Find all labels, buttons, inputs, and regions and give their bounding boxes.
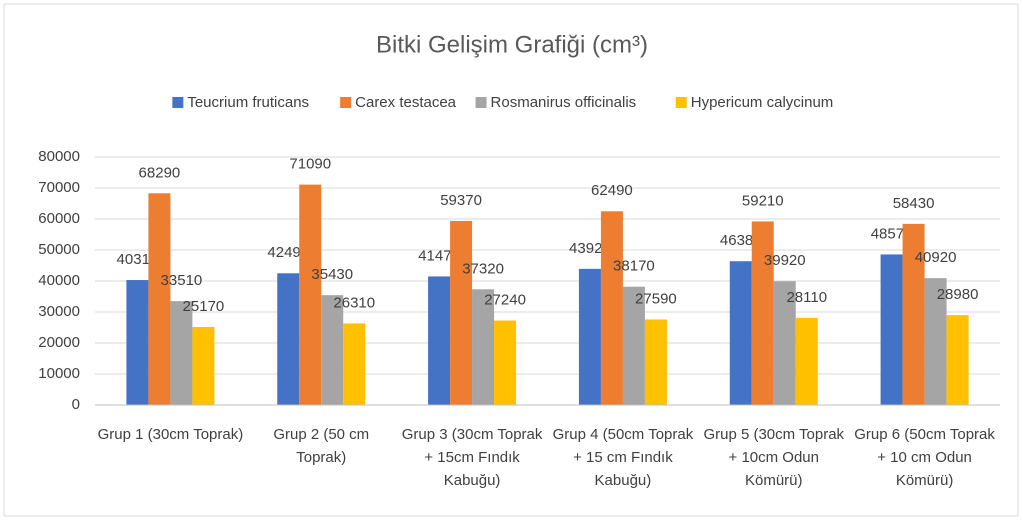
x-tick-label: Grup 5 (30cm Toprak + 10cm Odun Kömürü) (703, 426, 845, 489)
data-label: 41470 (418, 247, 460, 264)
x-tick-label: Grup 1 (30cm Toprak) (97, 426, 244, 443)
data-label: 40310 (117, 251, 159, 268)
x-tick-label: Grup 6 (50cm Toprak + 10 cm Odun Kömürü) (854, 426, 995, 489)
bar (428, 276, 451, 405)
data-label: 28980 (937, 286, 979, 303)
bar (902, 223, 925, 405)
legend-label: Carex testacea (355, 94, 457, 111)
chart-title: Bitki Gelişim Grafiği (cm³) (376, 31, 648, 58)
legend-swatch (340, 97, 352, 108)
y-tick-label: 0 (72, 396, 80, 413)
chart-border (3, 3, 1019, 517)
bar (450, 220, 473, 405)
bar (729, 261, 752, 405)
legend-swatch (675, 97, 687, 108)
data-label: 43920 (569, 240, 611, 257)
bar (644, 319, 667, 405)
y-tick-label: 80000 (38, 148, 80, 165)
legend-label: Hypericum calycinum (691, 94, 834, 111)
bar (795, 317, 818, 405)
data-label: 37320 (462, 260, 504, 277)
data-label: 33510 (161, 272, 203, 289)
x-tick-label: Grup 2 (50 cm Toprak) (273, 426, 370, 466)
data-label: 35430 (311, 266, 353, 283)
x-tick-label: Grup 3 (30cm Toprak + 15cm Fındık Kabuğu… (401, 426, 543, 489)
bar (600, 211, 623, 405)
data-label: 46380 (720, 232, 762, 249)
data-label: 38170 (613, 258, 655, 275)
bar (148, 193, 171, 405)
data-label: 48570 (871, 225, 913, 242)
data-label: 59370 (440, 192, 482, 209)
legend-swatch (475, 97, 487, 108)
data-label: 71090 (289, 156, 331, 173)
data-label: 25170 (183, 298, 225, 315)
bar (321, 295, 344, 405)
legend-label: Teucrium fruticans (187, 94, 309, 111)
bar (924, 278, 947, 405)
bar (170, 301, 193, 405)
bar (946, 315, 969, 405)
y-tick-label: 60000 (38, 210, 80, 227)
bar (472, 289, 495, 405)
bar (192, 326, 215, 405)
data-label: 59210 (742, 192, 784, 209)
bar (343, 323, 366, 405)
data-label: 42490 (267, 244, 309, 261)
bar (277, 273, 300, 405)
y-tick-label: 50000 (38, 241, 80, 258)
bar (299, 184, 322, 405)
y-tick-label: 70000 (38, 179, 80, 196)
y-tick-label: 10000 (38, 365, 80, 382)
bar (880, 254, 903, 405)
bar (622, 286, 645, 405)
data-label: 27240 (484, 292, 526, 309)
data-label: 68290 (139, 164, 181, 181)
data-label: 26310 (333, 294, 375, 311)
data-label: 39920 (764, 252, 806, 269)
x-tick-label: Grup 4 (50cm Toprak + 15 cm Fındık Kabuğ… (552, 426, 694, 489)
bar (751, 221, 774, 405)
legend-swatch (172, 97, 184, 108)
bar (578, 268, 601, 405)
bar (126, 280, 149, 405)
y-tick-label: 20000 (38, 334, 80, 351)
bar (773, 281, 796, 405)
data-label: 40920 (915, 249, 957, 266)
data-label: 28110 (786, 289, 827, 306)
y-tick-label: 30000 (38, 303, 80, 320)
y-tick-label: 40000 (38, 272, 80, 289)
data-label: 27590 (635, 290, 677, 307)
data-label: 58430 (893, 195, 935, 212)
data-label: 62490 (591, 182, 633, 199)
legend-label: Rosmanirus officinalis (491, 94, 637, 111)
bar (494, 320, 517, 405)
